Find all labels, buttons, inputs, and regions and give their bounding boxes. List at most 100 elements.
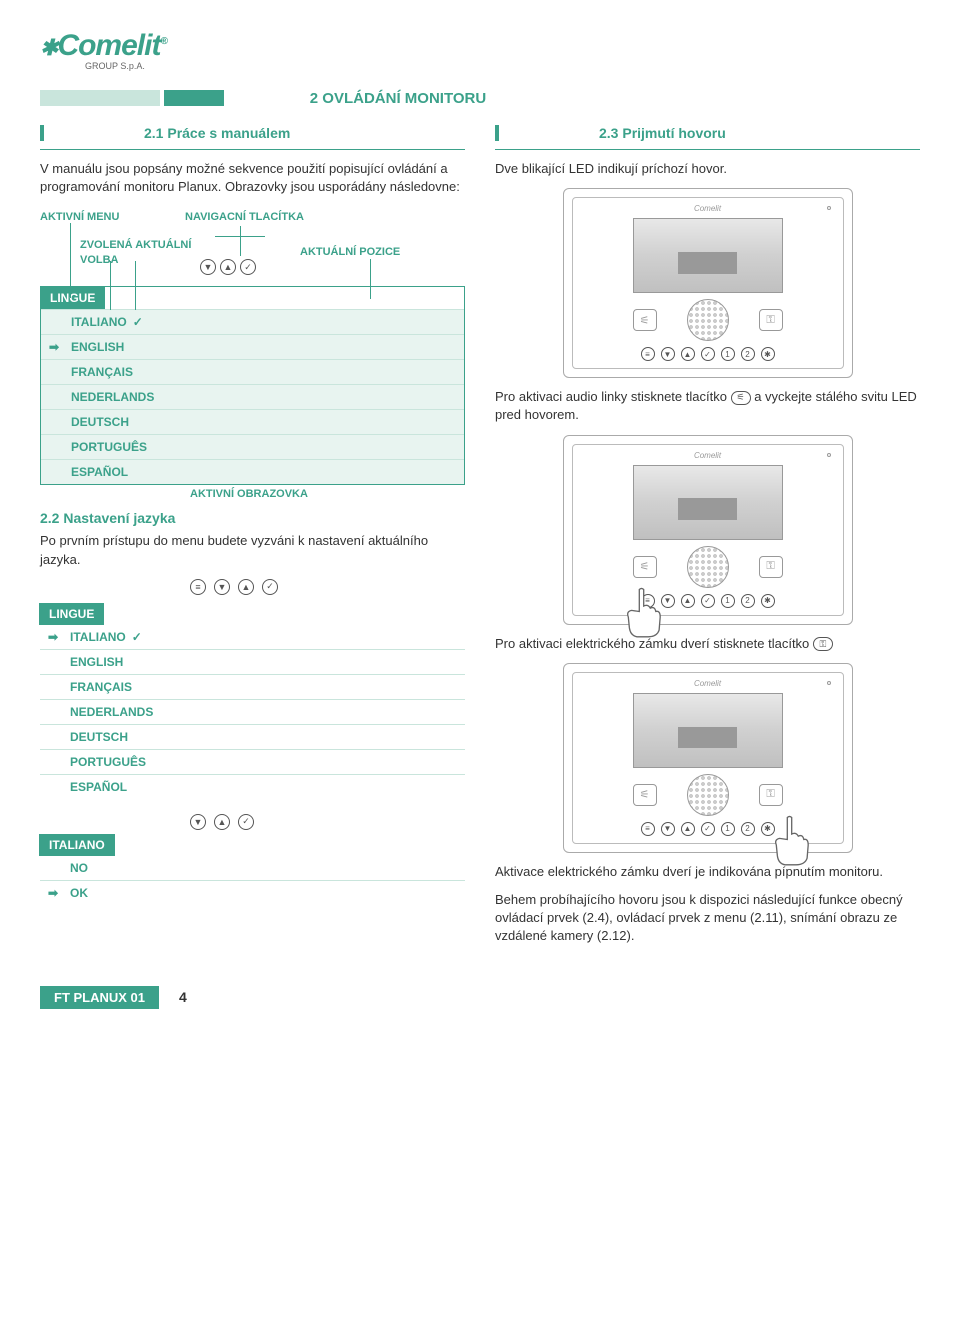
device-brand: Comelit <box>579 451 837 460</box>
text-lock: Pro aktivaci elektrického zámku dverí st… <box>495 635 920 653</box>
device-screen <box>633 693 783 768</box>
talk-button[interactable]: ⚟ <box>633 556 657 578</box>
one-icon[interactable]: 1 <box>721 822 735 836</box>
confirm-title: ITALIANO <box>39 834 115 856</box>
lingue-item[interactable]: FRANÇAIS <box>40 675 465 700</box>
up-icon[interactable]: ▲ <box>681 822 695 836</box>
device-illustration-3: Comelit ⚟ ⚿ ≡ ▼ ▲ ✓ 1 2 <box>563 663 853 853</box>
text-2-3-1: Dve blikající LED indikují príchozí hovo… <box>495 160 920 178</box>
lingue-item[interactable]: ENGLISH <box>40 650 465 675</box>
lingue-item[interactable]: NEDERLANDS <box>41 385 464 410</box>
lingue-item[interactable]: DEUTSCH <box>40 725 465 750</box>
text-during-call: Behem probíhajícího hovoru jsou k dispoz… <box>495 891 920 946</box>
confirm-item[interactable]: NO <box>40 856 465 881</box>
footer: FT PLANUX 01 4 <box>40 986 920 1009</box>
left-column: 2.1 Práce s manuálem V manuálu jsou pops… <box>40 115 465 956</box>
talk-inline-icon: ⚟ <box>731 391 751 405</box>
confirm-menu: ITALIANO NOOK <box>40 834 465 905</box>
diagram-labels: AKTIVNÍ MENU NAVIGACNÍ TLACÍTKA ZVOLENÁ … <box>40 211 465 281</box>
text-lock-confirm: Aktivace elektrického zámku dverí je ind… <box>495 863 920 881</box>
speaker-icon <box>687 774 729 816</box>
footer-page: 4 <box>179 989 187 1005</box>
lingue-item[interactable]: DEUTSCH <box>41 410 464 435</box>
two-icon[interactable]: 2 <box>741 822 755 836</box>
label-position: AKTUÁLNÍ POZICE <box>300 246 400 258</box>
check-icon[interactable]: ✓ <box>701 594 715 608</box>
label-active-menu: AKTIVNÍ MENU <box>40 211 119 223</box>
lingue-item[interactable]: ESPAÑOL <box>40 775 465 799</box>
menu-icon[interactable]: ≡ <box>641 347 655 361</box>
up-icon[interactable]: ▲ <box>681 347 695 361</box>
up-icon[interactable]: ▲ <box>220 259 236 275</box>
lingue-item[interactable]: NEDERLANDS <box>40 700 465 725</box>
text-2-2: Po prvním prístupu do menu budete vyzván… <box>40 532 465 568</box>
nav-icons-row-2: ▼ ▲ ✓ <box>190 814 465 830</box>
label-choice-2: VOLBA <box>80 254 119 266</box>
down-icon[interactable]: ▼ <box>200 259 216 275</box>
label-active-screen: AKTIVNÍ OBRAZOVKA <box>190 488 308 500</box>
lingue-item[interactable]: PORTUGUÊS <box>40 750 465 775</box>
device-screen <box>633 218 783 293</box>
confirm-item[interactable]: OK <box>40 881 465 905</box>
right-column: 2.3 Prijmutí hovoru Dve blikající LED in… <box>495 115 920 956</box>
heading-2-2: 2.2 Nastavení jazyka <box>40 510 465 526</box>
key-inline-icon: ⚿ <box>813 637 833 651</box>
spark-icon[interactable]: ✱ <box>761 594 775 608</box>
lingue-menu-2: LINGUE ITALIANOENGLISHFRANÇAISNEDERLANDS… <box>40 603 465 799</box>
spark-icon[interactable]: ✱ <box>761 347 775 361</box>
label-choice-1: ZVOLENÁ AKTUÁLNÍ <box>80 239 191 251</box>
down-icon[interactable]: ▼ <box>661 347 675 361</box>
led-icon <box>827 453 831 457</box>
two-icon[interactable]: 2 <box>741 347 755 361</box>
lingue-item[interactable]: PORTUGUÊS <box>41 435 464 460</box>
talk-button[interactable]: ⚟ <box>633 309 657 331</box>
label-nav-buttons: NAVIGACNÍ TLACÍTKA <box>185 211 304 223</box>
lingue-item[interactable]: ITALIANO <box>41 310 464 335</box>
device-brand: Comelit <box>579 204 837 213</box>
led-icon <box>827 206 831 210</box>
nav-icons-row: ≡ ▼ ▲ ✓ <box>190 579 465 595</box>
key-button[interactable]: ⚿ <box>759 309 783 331</box>
lingue-item[interactable]: FRANÇAIS <box>41 360 464 385</box>
section-title-row: 2 OVLÁDÁNÍ MONITORU <box>40 90 920 107</box>
two-icon[interactable]: 2 <box>741 594 755 608</box>
device-illustration-2: Comelit ⚟ ⚿ ≡ ▼ ▲ ✓ 1 2 <box>563 435 853 625</box>
logo-text: Comelit <box>57 29 160 62</box>
talk-button[interactable]: ⚟ <box>633 784 657 806</box>
one-icon[interactable]: 1 <box>721 347 735 361</box>
lingue-title: LINGUE <box>40 287 105 309</box>
check-icon[interactable]: ✓ <box>240 259 256 275</box>
key-button[interactable]: ⚿ <box>759 784 783 806</box>
one-icon[interactable]: 1 <box>721 594 735 608</box>
speaker-icon <box>687 546 729 588</box>
speaker-icon <box>687 299 729 341</box>
footer-label: FT PLANUX 01 <box>40 986 159 1009</box>
up-icon[interactable]: ▲ <box>681 594 695 608</box>
device-brand: Comelit <box>579 679 837 688</box>
lingue-menu-1: LINGUE ITALIANOENGLISHFRANÇAISNEDERLANDS… <box>40 286 465 485</box>
text-2-1: V manuálu jsou popsány možné sekvence po… <box>40 160 465 196</box>
lingue-item[interactable]: ESPAÑOL <box>41 460 464 484</box>
down-icon[interactable]: ▼ <box>190 814 206 830</box>
lingue-title-2: LINGUE <box>39 603 104 625</box>
text-audio: Pro aktivaci audio linky stisknete tlací… <box>495 388 920 424</box>
hand-pointer-icon <box>767 812 812 867</box>
hand-pointer-icon <box>619 584 664 639</box>
device-screen <box>633 465 783 540</box>
logo: ✱Comelit® GROUP S.p.A. <box>40 20 920 80</box>
check-icon[interactable]: ✓ <box>701 822 715 836</box>
key-button[interactable]: ⚿ <box>759 556 783 578</box>
check-icon[interactable]: ✓ <box>701 347 715 361</box>
lingue-item[interactable]: ENGLISH <box>41 335 464 360</box>
check-icon[interactable]: ✓ <box>262 579 278 595</box>
check-icon[interactable]: ✓ <box>238 814 254 830</box>
lingue-item[interactable]: ITALIANO <box>40 625 465 650</box>
heading-2-3: 2.3 Prijmutí hovoru <box>599 125 726 141</box>
menu-icon[interactable]: ≡ <box>190 579 206 595</box>
down-icon[interactable]: ▼ <box>661 822 675 836</box>
up-icon[interactable]: ▲ <box>214 814 230 830</box>
up-icon[interactable]: ▲ <box>238 579 254 595</box>
heading-2-1: 2.1 Práce s manuálem <box>144 125 290 141</box>
down-icon[interactable]: ▼ <box>214 579 230 595</box>
menu-icon[interactable]: ≡ <box>641 822 655 836</box>
